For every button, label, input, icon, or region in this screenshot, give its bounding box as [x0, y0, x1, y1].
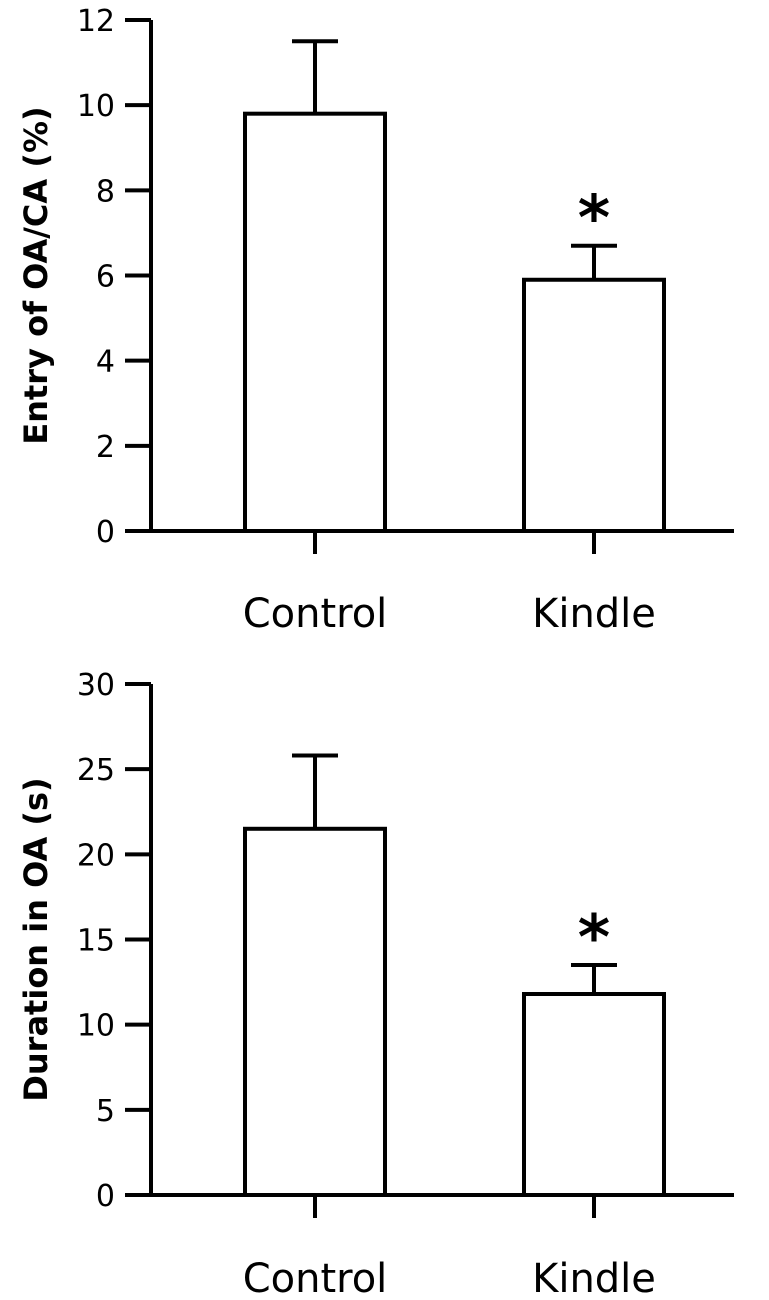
y-tick-label: 4	[96, 345, 115, 380]
y-tick-label: 8	[96, 174, 115, 209]
bar-control	[243, 111, 387, 534]
y-axis-label: Entry of OA/CA (%)	[17, 106, 55, 444]
y-tick-label: 15	[77, 924, 115, 959]
y-tick-label: 10	[77, 89, 115, 124]
y-tick-label: 0	[96, 515, 115, 550]
category-label-control: Control	[243, 591, 388, 637]
y-tick-label: 2	[96, 430, 115, 465]
bar-kindle	[522, 277, 666, 533]
y-tick-label: 6	[96, 260, 115, 295]
category-label-control: Control	[243, 1256, 388, 1300]
y-tick-label: 12	[77, 4, 115, 39]
y-tick-label: 10	[77, 1009, 115, 1044]
y-axis-label: Duration in OA (s)	[17, 777, 55, 1101]
y-tick-label: 5	[96, 1094, 115, 1129]
significance-marker: *	[578, 901, 610, 974]
y-tick-label: 20	[77, 838, 115, 873]
bar-kindle	[522, 992, 666, 1197]
category-label-kindle: Kindle	[532, 1256, 656, 1300]
chart-panel-2: 0 5 10 15 20 25 30 Duration in OA (s) Control * Ki…	[17, 668, 734, 1300]
category-label-kindle: Kindle	[532, 591, 656, 637]
significance-marker: *	[578, 182, 610, 255]
y-tick-label: 25	[77, 753, 115, 788]
chart-panel-1: 0 2 4 6 8 10 12 Entry of OA/CA (%) Control * Kindl…	[17, 4, 734, 637]
y-tick-label: 30	[77, 668, 115, 703]
y-tick-label: 0	[96, 1179, 115, 1214]
bar-control	[243, 826, 387, 1197]
